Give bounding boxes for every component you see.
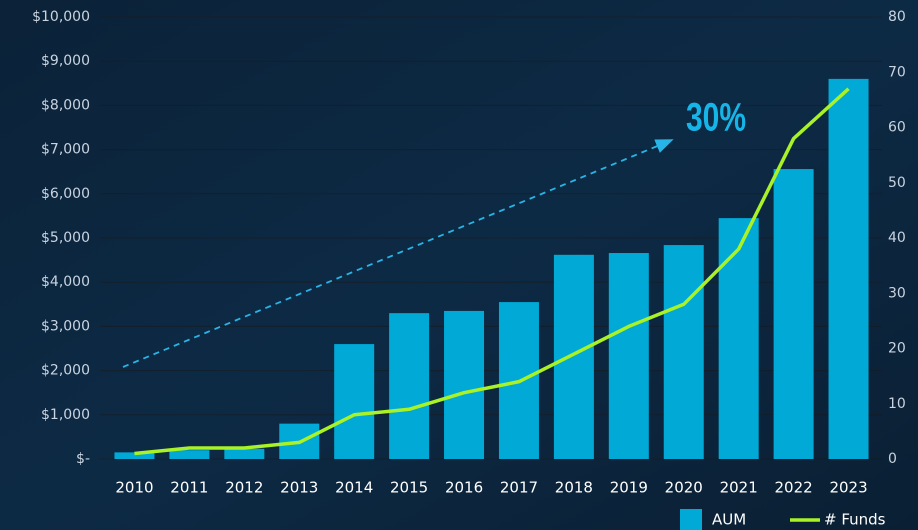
legend-label: # Funds: [824, 511, 886, 529]
x-tick-label: 2021: [720, 479, 758, 497]
legend-label: AUM: [712, 511, 746, 529]
bar: [444, 310, 485, 459]
bar: [224, 448, 265, 459]
bar: [553, 254, 594, 459]
y-tick-label: $7,000: [41, 142, 90, 158]
y2-tick-label: 0: [888, 451, 897, 467]
bar: [389, 313, 430, 459]
y2-tick-label: 70: [888, 64, 906, 80]
legend-swatch: [680, 509, 702, 530]
bar: [169, 450, 210, 459]
y2-tick-label: 60: [888, 120, 906, 136]
x-tick-label: 2015: [390, 479, 428, 497]
bar: [828, 78, 869, 459]
y-tick-label: $3,000: [41, 318, 90, 334]
y2-tick-label: 20: [888, 341, 906, 357]
x-tick-label: 2011: [170, 479, 208, 497]
y-tick-label: $6,000: [41, 186, 90, 202]
x-tick-label: 2017: [500, 479, 538, 497]
y-tick-label: $1,000: [41, 407, 90, 423]
y-tick-label: $8,000: [41, 97, 90, 113]
y2-tick-label: 80: [888, 9, 906, 25]
y-tick-label: $5,000: [41, 230, 90, 246]
bar: [773, 169, 814, 459]
x-tick-label: 2013: [280, 479, 318, 497]
x-tick-label: 2022: [775, 479, 813, 497]
bar: [334, 344, 375, 459]
y-tick-label: $10,000: [32, 9, 90, 25]
annotation: 30%: [686, 95, 746, 139]
y-tick-label: $9,000: [41, 53, 90, 69]
bar: [114, 452, 155, 459]
y-tick-label: $-: [76, 451, 90, 467]
x-tick-label: 2023: [829, 479, 867, 497]
y2-tick-label: 50: [888, 175, 906, 191]
y2-tick-label: 30: [888, 285, 906, 301]
trend-arrow: [122, 139, 674, 368]
x-tick-label: 2014: [335, 479, 373, 497]
y2-tick-label: 10: [888, 396, 906, 412]
x-tick-label: 2020: [665, 479, 703, 497]
x-tick-label: 2012: [225, 479, 263, 497]
x-tick-label: 2019: [610, 479, 648, 497]
x-tick-label: 2016: [445, 479, 483, 497]
y-tick-label: $2,000: [41, 363, 90, 379]
x-tick-label: 2018: [555, 479, 593, 497]
y2-tick-label: 40: [888, 230, 906, 246]
line: [134, 87, 850, 456]
bar: [718, 218, 759, 459]
x-tick-label: 2010: [115, 479, 153, 497]
bar: [608, 253, 649, 459]
y-tick-label: $4,000: [41, 274, 90, 290]
bar: [663, 245, 704, 459]
